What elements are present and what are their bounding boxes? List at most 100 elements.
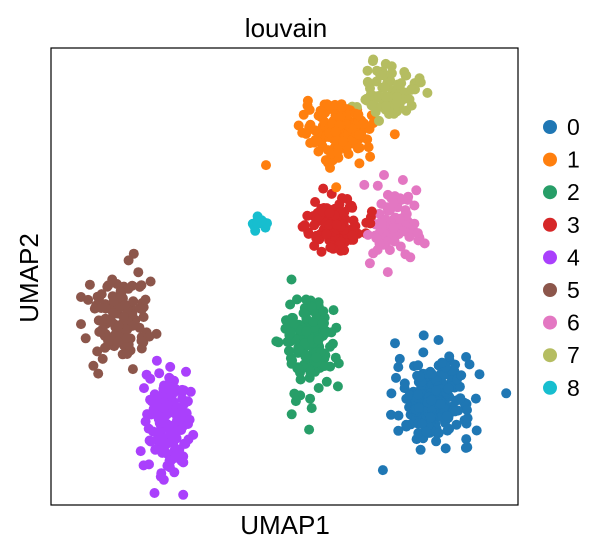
data-point-cluster-0: [474, 369, 485, 380]
chart-title: louvain: [245, 13, 327, 43]
data-point-cluster-5: [128, 296, 139, 307]
data-point-cluster-2: [273, 337, 284, 348]
scatter-points: [76, 54, 512, 500]
legend-label-6: 6: [567, 310, 580, 336]
data-point-cluster-3: [366, 206, 377, 217]
data-point-cluster-2: [286, 358, 297, 369]
data-point-cluster-1: [354, 129, 364, 140]
data-point-cluster-0: [440, 443, 451, 454]
data-point-cluster-5: [92, 346, 103, 357]
data-point-cluster-5: [94, 326, 105, 337]
data-point-cluster-0: [461, 434, 472, 445]
legend-label-1: 1: [567, 147, 580, 173]
data-point-cluster-2: [301, 294, 312, 305]
data-point-cluster-4: [164, 424, 175, 435]
data-point-cluster-7: [381, 101, 391, 111]
data-point-cluster-7: [392, 79, 403, 90]
data-point-cluster-5: [88, 360, 99, 371]
data-point-cluster-2: [290, 396, 301, 407]
data-point-cluster-0: [415, 371, 425, 382]
data-point-cluster-2: [298, 308, 309, 318]
data-point-cluster-4: [181, 366, 191, 377]
data-point-cluster-0: [501, 388, 512, 399]
data-point-cluster-4: [170, 450, 181, 461]
data-point-cluster-0: [431, 436, 442, 447]
data-point-cluster-7: [414, 73, 425, 84]
data-point-cluster-2: [306, 403, 317, 414]
data-point-cluster-5: [93, 315, 104, 326]
data-point-cluster-4: [143, 423, 154, 434]
data-point-cluster-2: [313, 335, 324, 345]
data-point-cluster-6: [397, 175, 408, 185]
data-point-cluster-0: [433, 428, 444, 439]
legend-marker-3: [543, 217, 557, 232]
data-point-cluster-6: [419, 238, 430, 249]
data-point-cluster-3: [321, 229, 332, 240]
data-point-cluster-3: [324, 219, 335, 230]
data-point-cluster-3: [347, 202, 358, 213]
data-point-cluster-0: [413, 360, 424, 371]
data-point-cluster-6: [389, 236, 400, 247]
data-point-cluster-1: [324, 100, 335, 111]
data-point-cluster-0: [471, 425, 482, 436]
data-point-cluster-5: [96, 289, 107, 300]
data-point-cluster-3: [309, 220, 320, 231]
data-point-cluster-2: [327, 338, 338, 349]
data-point-cluster-4: [144, 435, 155, 446]
data-point-cluster-3: [311, 233, 322, 243]
data-point-cluster-4: [149, 389, 160, 400]
legend-marker-6: [543, 315, 557, 330]
data-point-cluster-7: [374, 115, 384, 126]
data-point-cluster-1: [335, 112, 346, 123]
data-point-cluster-4: [148, 404, 159, 414]
data-point-cluster-2: [286, 409, 297, 420]
data-point-cluster-0: [399, 378, 410, 389]
data-point-cluster-5: [127, 364, 138, 375]
data-point-cluster-6: [372, 244, 383, 255]
data-point-cluster-2: [318, 306, 329, 317]
data-point-cluster-4: [179, 385, 189, 396]
data-point-cluster-0: [418, 347, 429, 358]
data-point-cluster-1: [309, 125, 320, 136]
data-point-cluster-6: [405, 252, 416, 263]
data-point-cluster-5: [136, 335, 147, 346]
data-point-cluster-6: [388, 222, 399, 233]
data-point-cluster-0: [386, 388, 397, 399]
data-point-cluster-1: [313, 146, 324, 157]
data-point-cluster-6: [394, 213, 405, 224]
data-point-cluster-0: [461, 352, 472, 362]
data-point-cluster-2: [299, 338, 310, 349]
data-point-cluster-5: [83, 294, 94, 305]
data-point-cluster-4: [164, 372, 175, 383]
data-point-cluster-2: [285, 327, 296, 338]
data-point-cluster-2: [305, 366, 316, 377]
data-point-cluster-0: [462, 405, 472, 415]
data-point-cluster-3: [365, 218, 376, 229]
data-point-cluster-6: [363, 229, 373, 240]
data-point-cluster-7: [406, 84, 416, 95]
data-point-cluster-5: [133, 267, 144, 278]
data-point-cluster-5: [145, 276, 156, 287]
data-point-cluster-1: [354, 142, 365, 153]
data-point-cluster-2: [292, 294, 302, 305]
data-point-cluster-0: [451, 419, 462, 430]
data-point-cluster-4: [176, 406, 187, 417]
data-point-cluster-2: [321, 376, 332, 387]
data-point-cluster-6: [377, 218, 387, 229]
data-point-cluster-8: [252, 218, 262, 229]
data-point-cluster-0: [386, 409, 396, 420]
data-point-cluster-2: [305, 393, 316, 404]
data-point-cluster-5: [121, 332, 132, 343]
data-point-cluster-0: [393, 362, 404, 373]
data-point-cluster-0: [441, 411, 452, 421]
data-point-cluster-5: [140, 294, 151, 305]
data-point-cluster-2: [301, 326, 312, 337]
data-point-cluster-1: [337, 102, 348, 112]
data-point-cluster-0: [421, 426, 432, 437]
data-point-cluster-2: [289, 318, 300, 329]
data-point-cluster-1: [330, 126, 341, 137]
data-point-cluster-1: [365, 151, 376, 162]
data-point-cluster-1: [304, 104, 315, 115]
data-point-cluster-1: [261, 160, 271, 171]
data-point-cluster-3: [325, 242, 336, 253]
